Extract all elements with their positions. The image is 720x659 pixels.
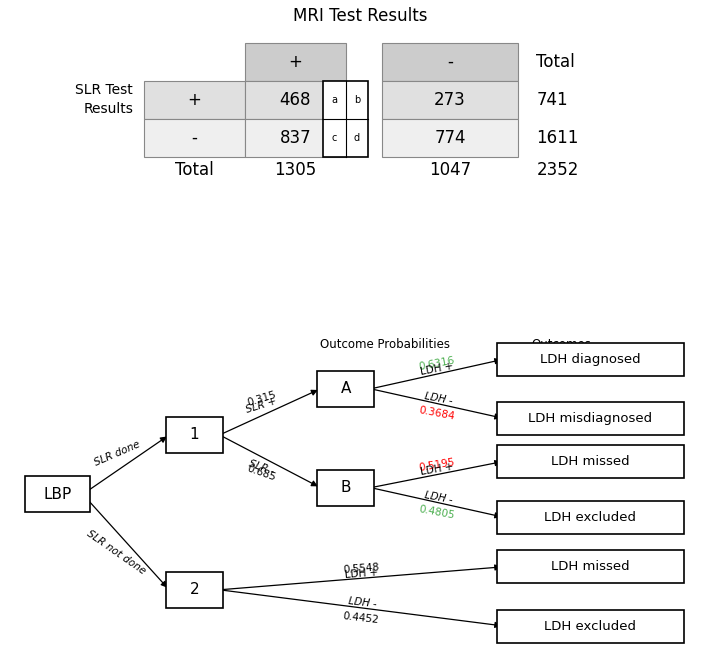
Text: 774: 774 (434, 129, 466, 146)
Text: LDH misdiagnosed: LDH misdiagnosed (528, 412, 652, 425)
FancyBboxPatch shape (245, 43, 346, 80)
Text: d: d (354, 132, 360, 142)
Text: 0.5548: 0.5548 (343, 562, 380, 575)
FancyBboxPatch shape (317, 370, 374, 407)
Text: 2: 2 (189, 583, 199, 597)
FancyBboxPatch shape (166, 417, 223, 453)
Text: SLR -: SLR - (247, 459, 275, 476)
Text: 741: 741 (536, 91, 568, 109)
FancyBboxPatch shape (382, 80, 518, 119)
Text: 837: 837 (279, 129, 311, 146)
FancyBboxPatch shape (382, 43, 518, 80)
Text: 0.6316: 0.6316 (418, 356, 455, 372)
Text: 0.3684: 0.3684 (418, 405, 455, 422)
FancyBboxPatch shape (144, 119, 245, 156)
FancyBboxPatch shape (144, 80, 245, 119)
Text: +: + (187, 91, 202, 109)
Text: LDH diagnosed: LDH diagnosed (540, 353, 641, 366)
Text: 1: 1 (189, 428, 199, 442)
Text: +: + (288, 53, 302, 71)
Text: LDH missed: LDH missed (551, 560, 630, 573)
Text: LDH excluded: LDH excluded (544, 619, 636, 633)
Text: LDH missed: LDH missed (551, 455, 630, 468)
Text: Outcome Probabilities: Outcome Probabilities (320, 337, 450, 351)
Text: LDH -: LDH - (423, 391, 454, 406)
Text: Total: Total (175, 161, 214, 179)
Text: SLR +: SLR + (245, 396, 278, 415)
Text: LDH -: LDH - (423, 490, 454, 505)
Text: -: - (447, 53, 453, 71)
Text: 1305: 1305 (274, 161, 316, 179)
Text: B: B (341, 480, 351, 495)
Text: 0.4452: 0.4452 (343, 611, 380, 625)
Text: 0.685: 0.685 (246, 464, 277, 483)
FancyBboxPatch shape (382, 119, 518, 156)
FancyBboxPatch shape (245, 80, 346, 119)
FancyBboxPatch shape (497, 610, 684, 643)
Text: SLR not done: SLR not done (85, 529, 147, 577)
FancyBboxPatch shape (166, 572, 223, 608)
Text: 0.315: 0.315 (246, 389, 277, 408)
Text: Outcomes: Outcomes (531, 337, 592, 351)
FancyBboxPatch shape (317, 469, 374, 506)
FancyBboxPatch shape (497, 445, 684, 478)
Text: LDH +: LDH + (344, 567, 379, 579)
Text: LBP: LBP (43, 487, 72, 501)
FancyBboxPatch shape (497, 550, 684, 583)
Text: LDH +: LDH + (419, 361, 454, 377)
Text: 273: 273 (434, 91, 466, 109)
FancyBboxPatch shape (497, 343, 684, 376)
Text: 0.4805: 0.4805 (418, 504, 455, 521)
Text: A: A (341, 382, 351, 396)
Text: c: c (332, 132, 337, 142)
Text: a: a (331, 95, 338, 105)
Text: LDH -: LDH - (348, 596, 377, 610)
Text: SLR Test
Results: SLR Test Results (76, 83, 133, 117)
FancyBboxPatch shape (323, 80, 368, 156)
Text: MRI Test Results: MRI Test Results (293, 7, 427, 26)
Text: 468: 468 (279, 91, 311, 109)
Text: Total: Total (536, 53, 575, 71)
Text: 0.5195: 0.5195 (418, 457, 455, 473)
FancyBboxPatch shape (25, 476, 90, 513)
Text: b: b (354, 95, 360, 105)
FancyBboxPatch shape (245, 119, 346, 156)
Text: LDH excluded: LDH excluded (544, 511, 636, 524)
Text: 1047: 1047 (429, 161, 471, 179)
Text: 2352: 2352 (536, 161, 579, 179)
Text: SLR done: SLR done (92, 439, 141, 468)
FancyBboxPatch shape (497, 402, 684, 435)
Text: -: - (192, 129, 197, 146)
FancyBboxPatch shape (497, 501, 684, 534)
Text: 1611: 1611 (536, 129, 579, 146)
Text: LDH +: LDH + (419, 462, 454, 477)
